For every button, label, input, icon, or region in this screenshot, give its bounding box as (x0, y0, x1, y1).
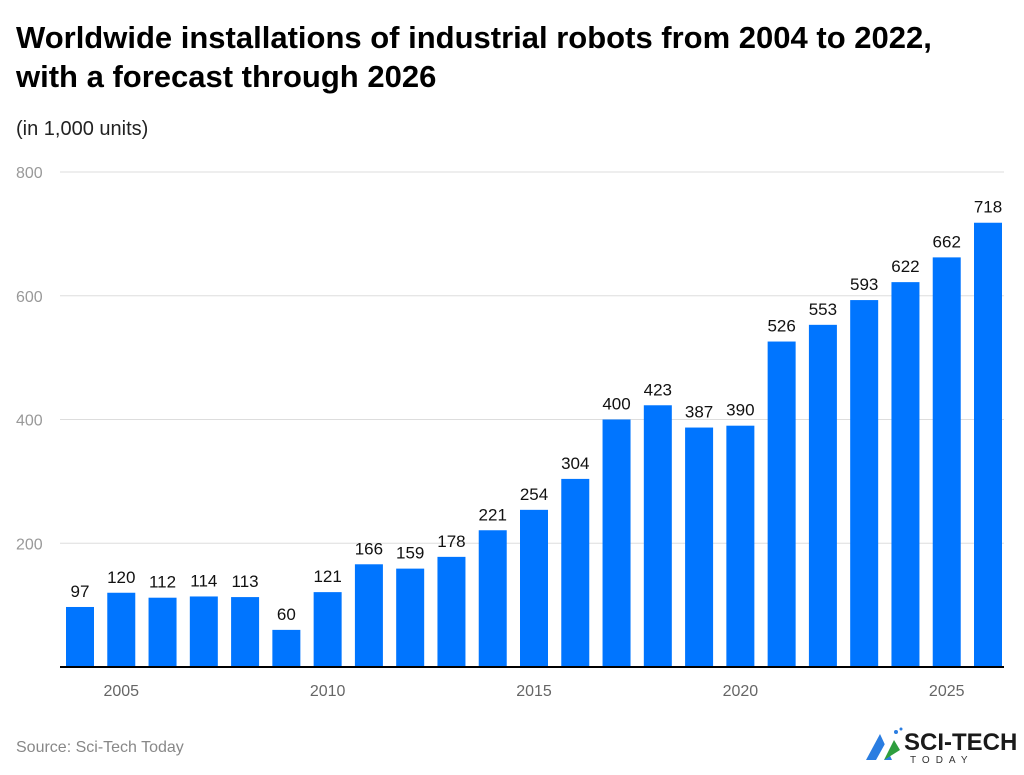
bar-2016 (561, 478, 590, 667)
data-label-2010: 121 (313, 567, 341, 586)
bar-2008 (231, 597, 260, 667)
y-tick-label: 200 (16, 536, 43, 553)
bar-2023 (850, 300, 879, 667)
data-label-2009: 60 (277, 605, 296, 624)
bar-2021 (767, 341, 796, 667)
bar-2026 (974, 222, 1002, 668)
data-label-2018: 423 (644, 380, 672, 399)
data-label-2013: 178 (437, 532, 465, 551)
bar-2013 (437, 556, 466, 667)
bar-2009 (272, 629, 301, 667)
source-note: Source: Sci-Tech Today (16, 739, 184, 756)
x-tick-label: 2025 (929, 683, 965, 700)
data-label-2005: 120 (107, 568, 135, 587)
data-label-2022: 553 (809, 300, 837, 319)
bar-2006 (148, 597, 177, 667)
x-tick-label: 2005 (103, 683, 139, 700)
y-tick-label: 400 (16, 413, 43, 430)
svg-text:SCI-TECH: SCI-TECH (904, 729, 1017, 756)
sci-tech-today-logo: SCI-TECH TODAY (862, 726, 1022, 771)
bar-2011 (354, 564, 383, 667)
data-label-2006: 112 (149, 573, 176, 592)
data-label-2017: 400 (602, 395, 630, 414)
bar-2007 (189, 596, 218, 667)
x-tick-label: 2020 (723, 683, 759, 700)
bar-2012 (396, 568, 425, 667)
data-label-2023: 593 (850, 275, 878, 294)
data-label-2019: 387 (685, 403, 713, 422)
data-label-2015: 254 (520, 485, 548, 504)
svg-text:TODAY: TODAY (910, 755, 974, 766)
data-label-2024: 622 (891, 257, 919, 276)
bar-2019 (685, 427, 714, 667)
bar-2022 (808, 324, 837, 667)
bar-2018 (643, 405, 672, 667)
data-label-2007: 114 (190, 571, 217, 590)
data-label-2026: 718 (974, 198, 1002, 217)
x-tick-label: 2010 (310, 683, 346, 700)
bar-2017 (602, 419, 631, 667)
bar-2004 (66, 606, 94, 667)
data-label-2004: 97 (71, 582, 90, 601)
chart-title: Worldwide installations of industrial ro… (16, 20, 932, 94)
bar-2025 (932, 257, 961, 667)
data-label-2016: 304 (561, 454, 589, 473)
chart-subtitle: (in 1,000 units) (16, 118, 149, 140)
logo-mark-icon: SCI-TECH TODAY (866, 727, 1017, 766)
bar-2024 (891, 282, 920, 667)
bar-2014 (478, 530, 507, 667)
x-tick-label: 2015 (516, 683, 552, 700)
data-label-2021: 526 (767, 317, 795, 336)
bar-2005 (107, 592, 136, 667)
data-label-2012: 159 (396, 544, 424, 563)
data-label-2025: 662 (933, 232, 961, 251)
y-tick-label: 800 (16, 165, 43, 182)
bar-2015 (520, 509, 548, 667)
data-label-2011: 166 (355, 539, 383, 558)
data-label-2020: 390 (726, 401, 754, 420)
y-tick-label: 600 (16, 289, 43, 306)
bar-2010 (313, 592, 342, 667)
data-label-2008: 113 (232, 572, 259, 591)
data-label-2014: 221 (479, 505, 507, 524)
bar-2020 (726, 425, 755, 667)
